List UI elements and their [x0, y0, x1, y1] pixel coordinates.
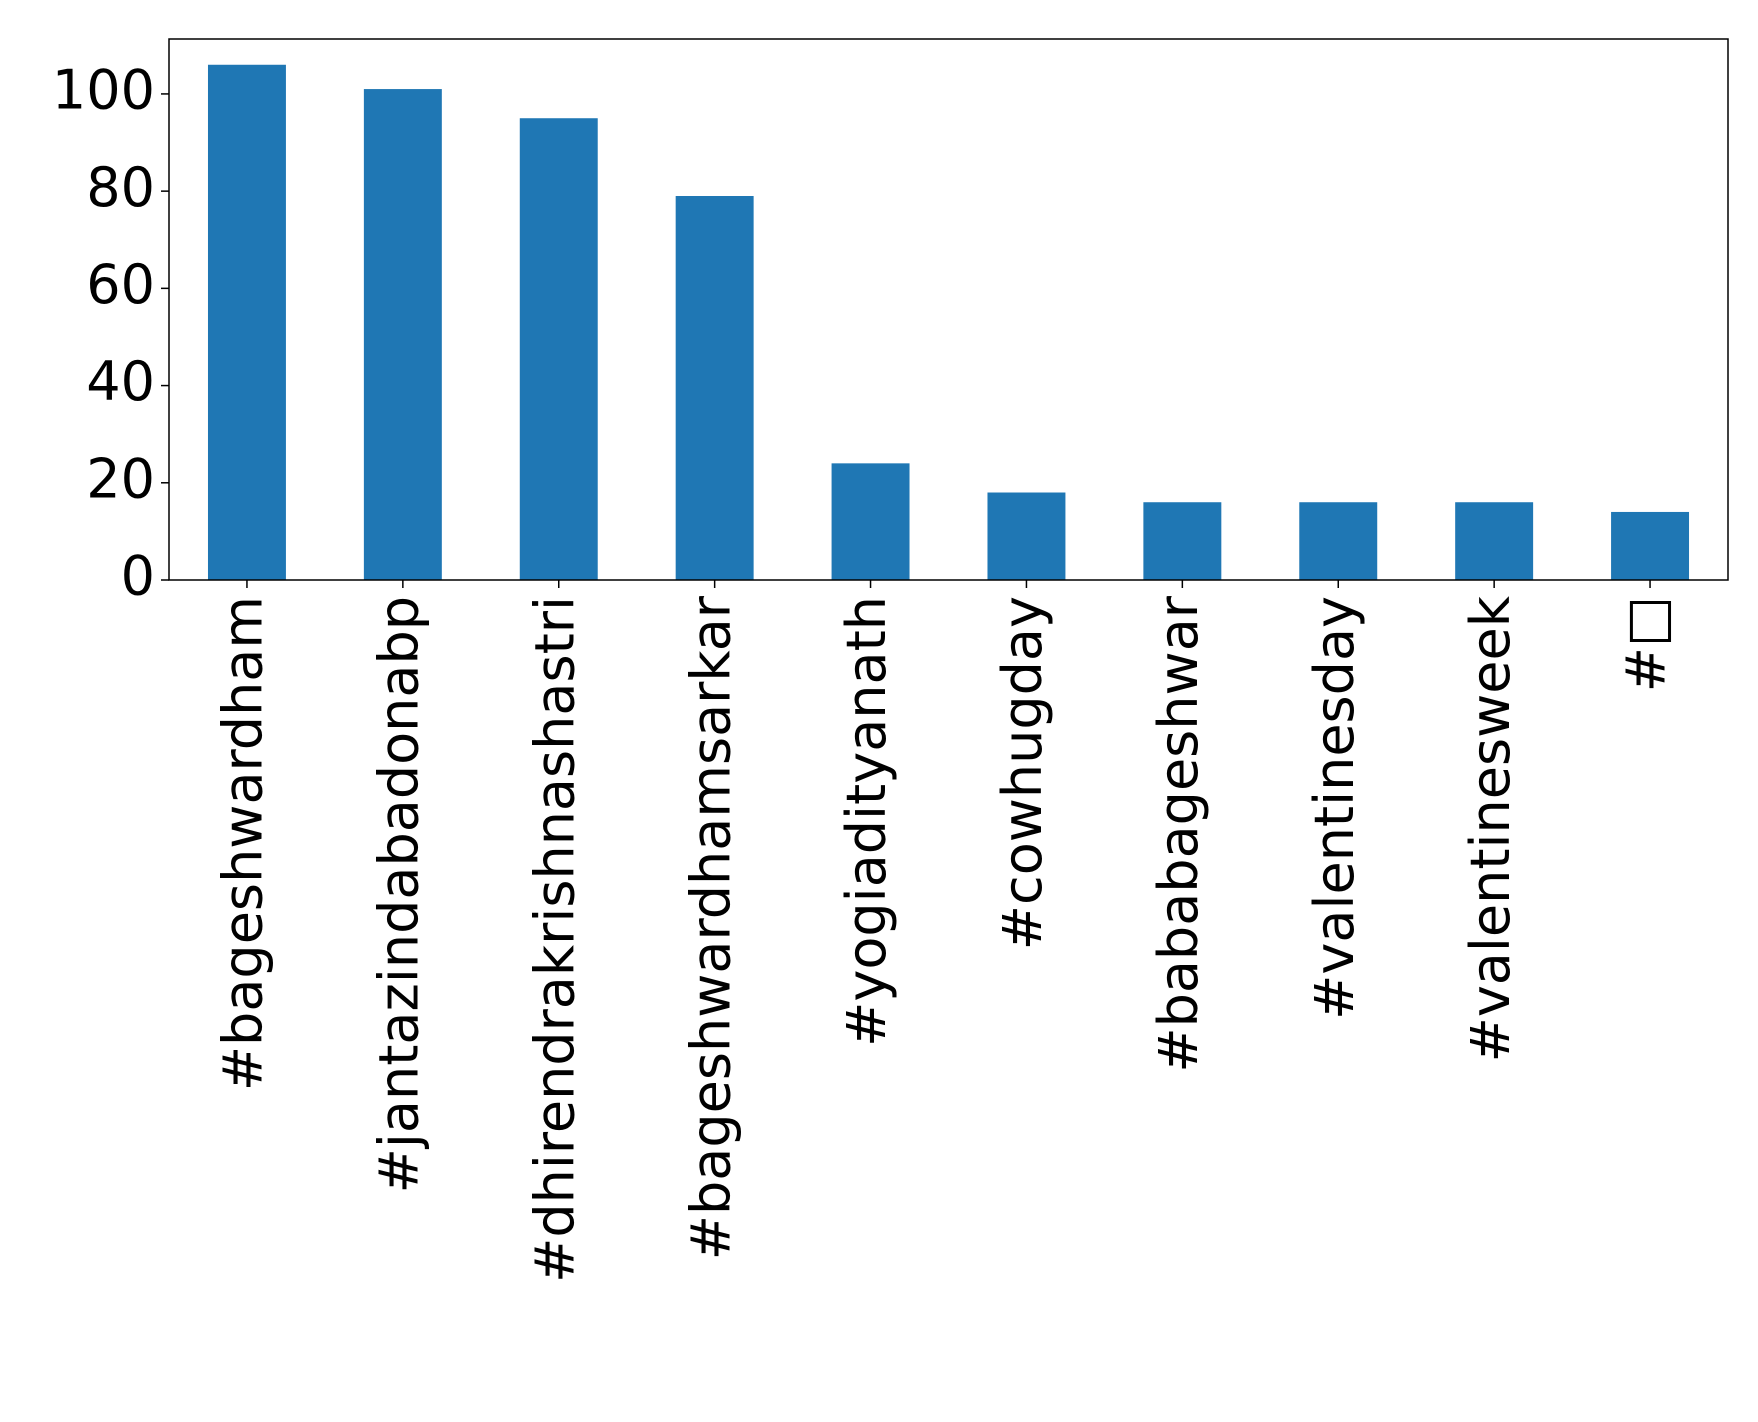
bar: [1143, 502, 1222, 580]
bar: [831, 463, 910, 580]
bar: [207, 64, 286, 580]
bar: [675, 196, 754, 580]
bar: [519, 118, 598, 580]
bar: [363, 89, 442, 581]
y-tick-label: 20: [86, 447, 155, 510]
y-tick-label: 100: [52, 59, 155, 122]
x-tick-label: #cowhugday: [991, 596, 1054, 950]
y-tick-label: 80: [86, 156, 155, 219]
x-tick-label: #bageshwardhamsarkar: [679, 595, 742, 1260]
y-tick-label: 0: [121, 545, 155, 608]
x-tick-label: #valentinesday: [1303, 596, 1366, 1020]
x-tick-label: #□: [1615, 596, 1678, 692]
bar: [1455, 502, 1534, 580]
bar: [1611, 511, 1690, 580]
x-tick-label: #dhirendrakrishnashastri: [523, 596, 586, 1283]
x-tick-label: #jantazindabadonabp: [367, 596, 430, 1193]
y-tick-label: 60: [86, 253, 155, 316]
plot-frame: [168, 38, 1729, 581]
bar: [1299, 502, 1378, 580]
y-tick-label: 40: [86, 350, 155, 413]
x-tick-label: #bageshwardham: [212, 596, 275, 1091]
x-tick-label: #bababageshwar: [1147, 595, 1210, 1072]
x-tick-label: #valentinesweek: [1459, 595, 1522, 1062]
bar: [987, 492, 1066, 580]
x-tick-label: #yogiadityanath: [835, 596, 898, 1047]
